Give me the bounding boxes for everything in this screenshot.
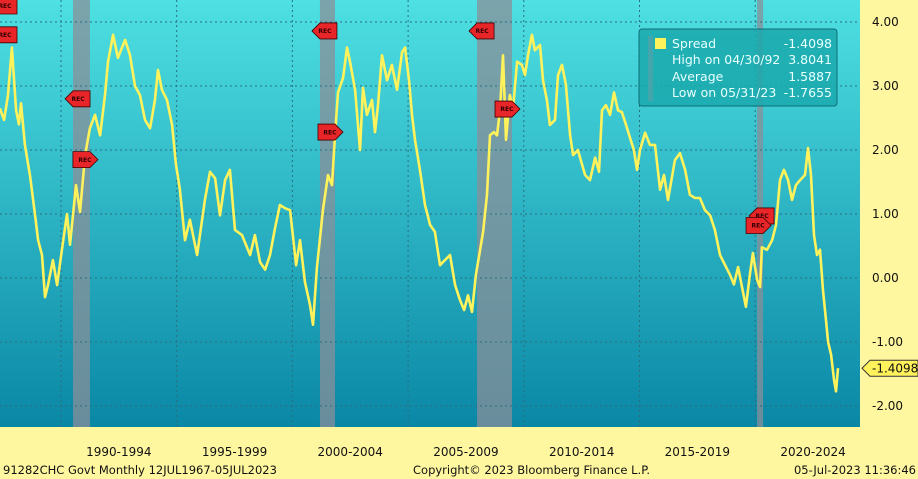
rec-marker-label: REC <box>755 213 769 220</box>
rec-marker: REC <box>0 26 18 44</box>
x-tick-label: 1995-1999 <box>202 445 267 459</box>
rec-flag-icon <box>0 26 18 44</box>
legend-low-value: -1.7655 <box>784 85 832 100</box>
x-tick-label: 1990-1994 <box>86 445 151 459</box>
rec-flag-icon <box>64 90 91 108</box>
footer-timestamp: 05-Jul-2023 11:36:46 <box>794 463 916 477</box>
footer-security: 91282CHC Govt Monthly 12JUL1967-05JUL202… <box>3 463 277 477</box>
spread-line <box>0 33 840 393</box>
y-tick-label: 2.00 <box>872 143 899 157</box>
footer-copyright: Copyright© 2023 Bloomberg Finance L.P. <box>413 463 650 477</box>
rec-marker-label: REC <box>475 28 489 35</box>
legend-series-name: Spread <box>672 36 716 51</box>
legend: Spread -1.4098 High on 04/30/92 3.8041 A… <box>638 28 838 107</box>
rec-marker-label: REC <box>0 3 12 10</box>
y-tick-label: 3.00 <box>872 79 899 93</box>
x-tick-label: 2010-2014 <box>549 445 614 459</box>
rec-marker: REC <box>311 22 338 40</box>
rec-marker-label: REC <box>500 106 514 113</box>
legend-high-label: High on 04/30/92 <box>672 52 780 67</box>
legend-high-value: 3.8041 <box>788 52 832 67</box>
rec-marker-label: REC <box>78 157 92 164</box>
rec-marker: REC <box>0 0 18 15</box>
rec-flag-icon <box>494 100 521 118</box>
rec-marker: REC <box>317 123 344 141</box>
series-line <box>0 33 840 393</box>
x-tick-label: 2005-2009 <box>433 445 498 459</box>
rec-marker: REC <box>64 90 91 108</box>
y-axis: 4.00 3.00 2.00 1.00 0.00 -1.00 -2.00 <box>872 15 903 413</box>
rec-flag-icon <box>468 22 495 40</box>
rec-flag-icon <box>745 217 772 234</box>
last-value-tag: -1.4098 <box>861 359 918 377</box>
last-value-tag-shape <box>861 359 918 377</box>
legend-series-value: -1.4098 <box>784 36 832 51</box>
y-tick-label: 0.00 <box>872 271 899 285</box>
y-tick-label: -1.00 <box>872 335 903 349</box>
y-tick-label: 1.00 <box>872 207 899 221</box>
last-value-label: -1.4098 <box>872 362 918 376</box>
rec-flag-icon <box>72 151 99 168</box>
legend-low-label: Low on 05/31/23 <box>672 85 776 100</box>
legend-avg-value: 1.5887 <box>788 69 832 84</box>
rec-marker-label: REC <box>318 28 332 35</box>
y-tick-label: -2.00 <box>872 399 903 413</box>
recession-bar <box>319 0 335 427</box>
legend-range-bar <box>648 36 653 101</box>
legend-swatch-icon <box>655 38 666 49</box>
rec-marker-label: REC <box>0 32 12 39</box>
rec-flag-icon <box>0 0 18 15</box>
legend-box <box>638 28 838 107</box>
rec-markers: REC REC REC REC REC REC REC REC REC REC <box>0 0 775 234</box>
rec-flag-icon <box>311 22 338 40</box>
rec-marker: REC <box>494 100 521 118</box>
rec-marker: REC <box>745 217 772 234</box>
x-tick-label: 2000-2004 <box>318 445 383 459</box>
rec-flag-icon <box>317 123 344 141</box>
rec-marker-label: REC <box>323 129 337 136</box>
rec-marker-label: REC <box>752 223 766 230</box>
x-axis: 1990-1994 1995-1999 2000-2004 2005-2009 2010… <box>86 445 846 459</box>
x-tick-label: 2020-2024 <box>780 445 845 459</box>
y-tick-label: 4.00 <box>872 15 899 29</box>
rec-marker: REC <box>468 22 495 40</box>
rec-marker: REC <box>72 151 99 168</box>
x-tick-label: 2015-2019 <box>665 445 730 459</box>
rec-marker-label: REC <box>71 96 85 103</box>
legend-avg-label: Average <box>672 69 724 84</box>
